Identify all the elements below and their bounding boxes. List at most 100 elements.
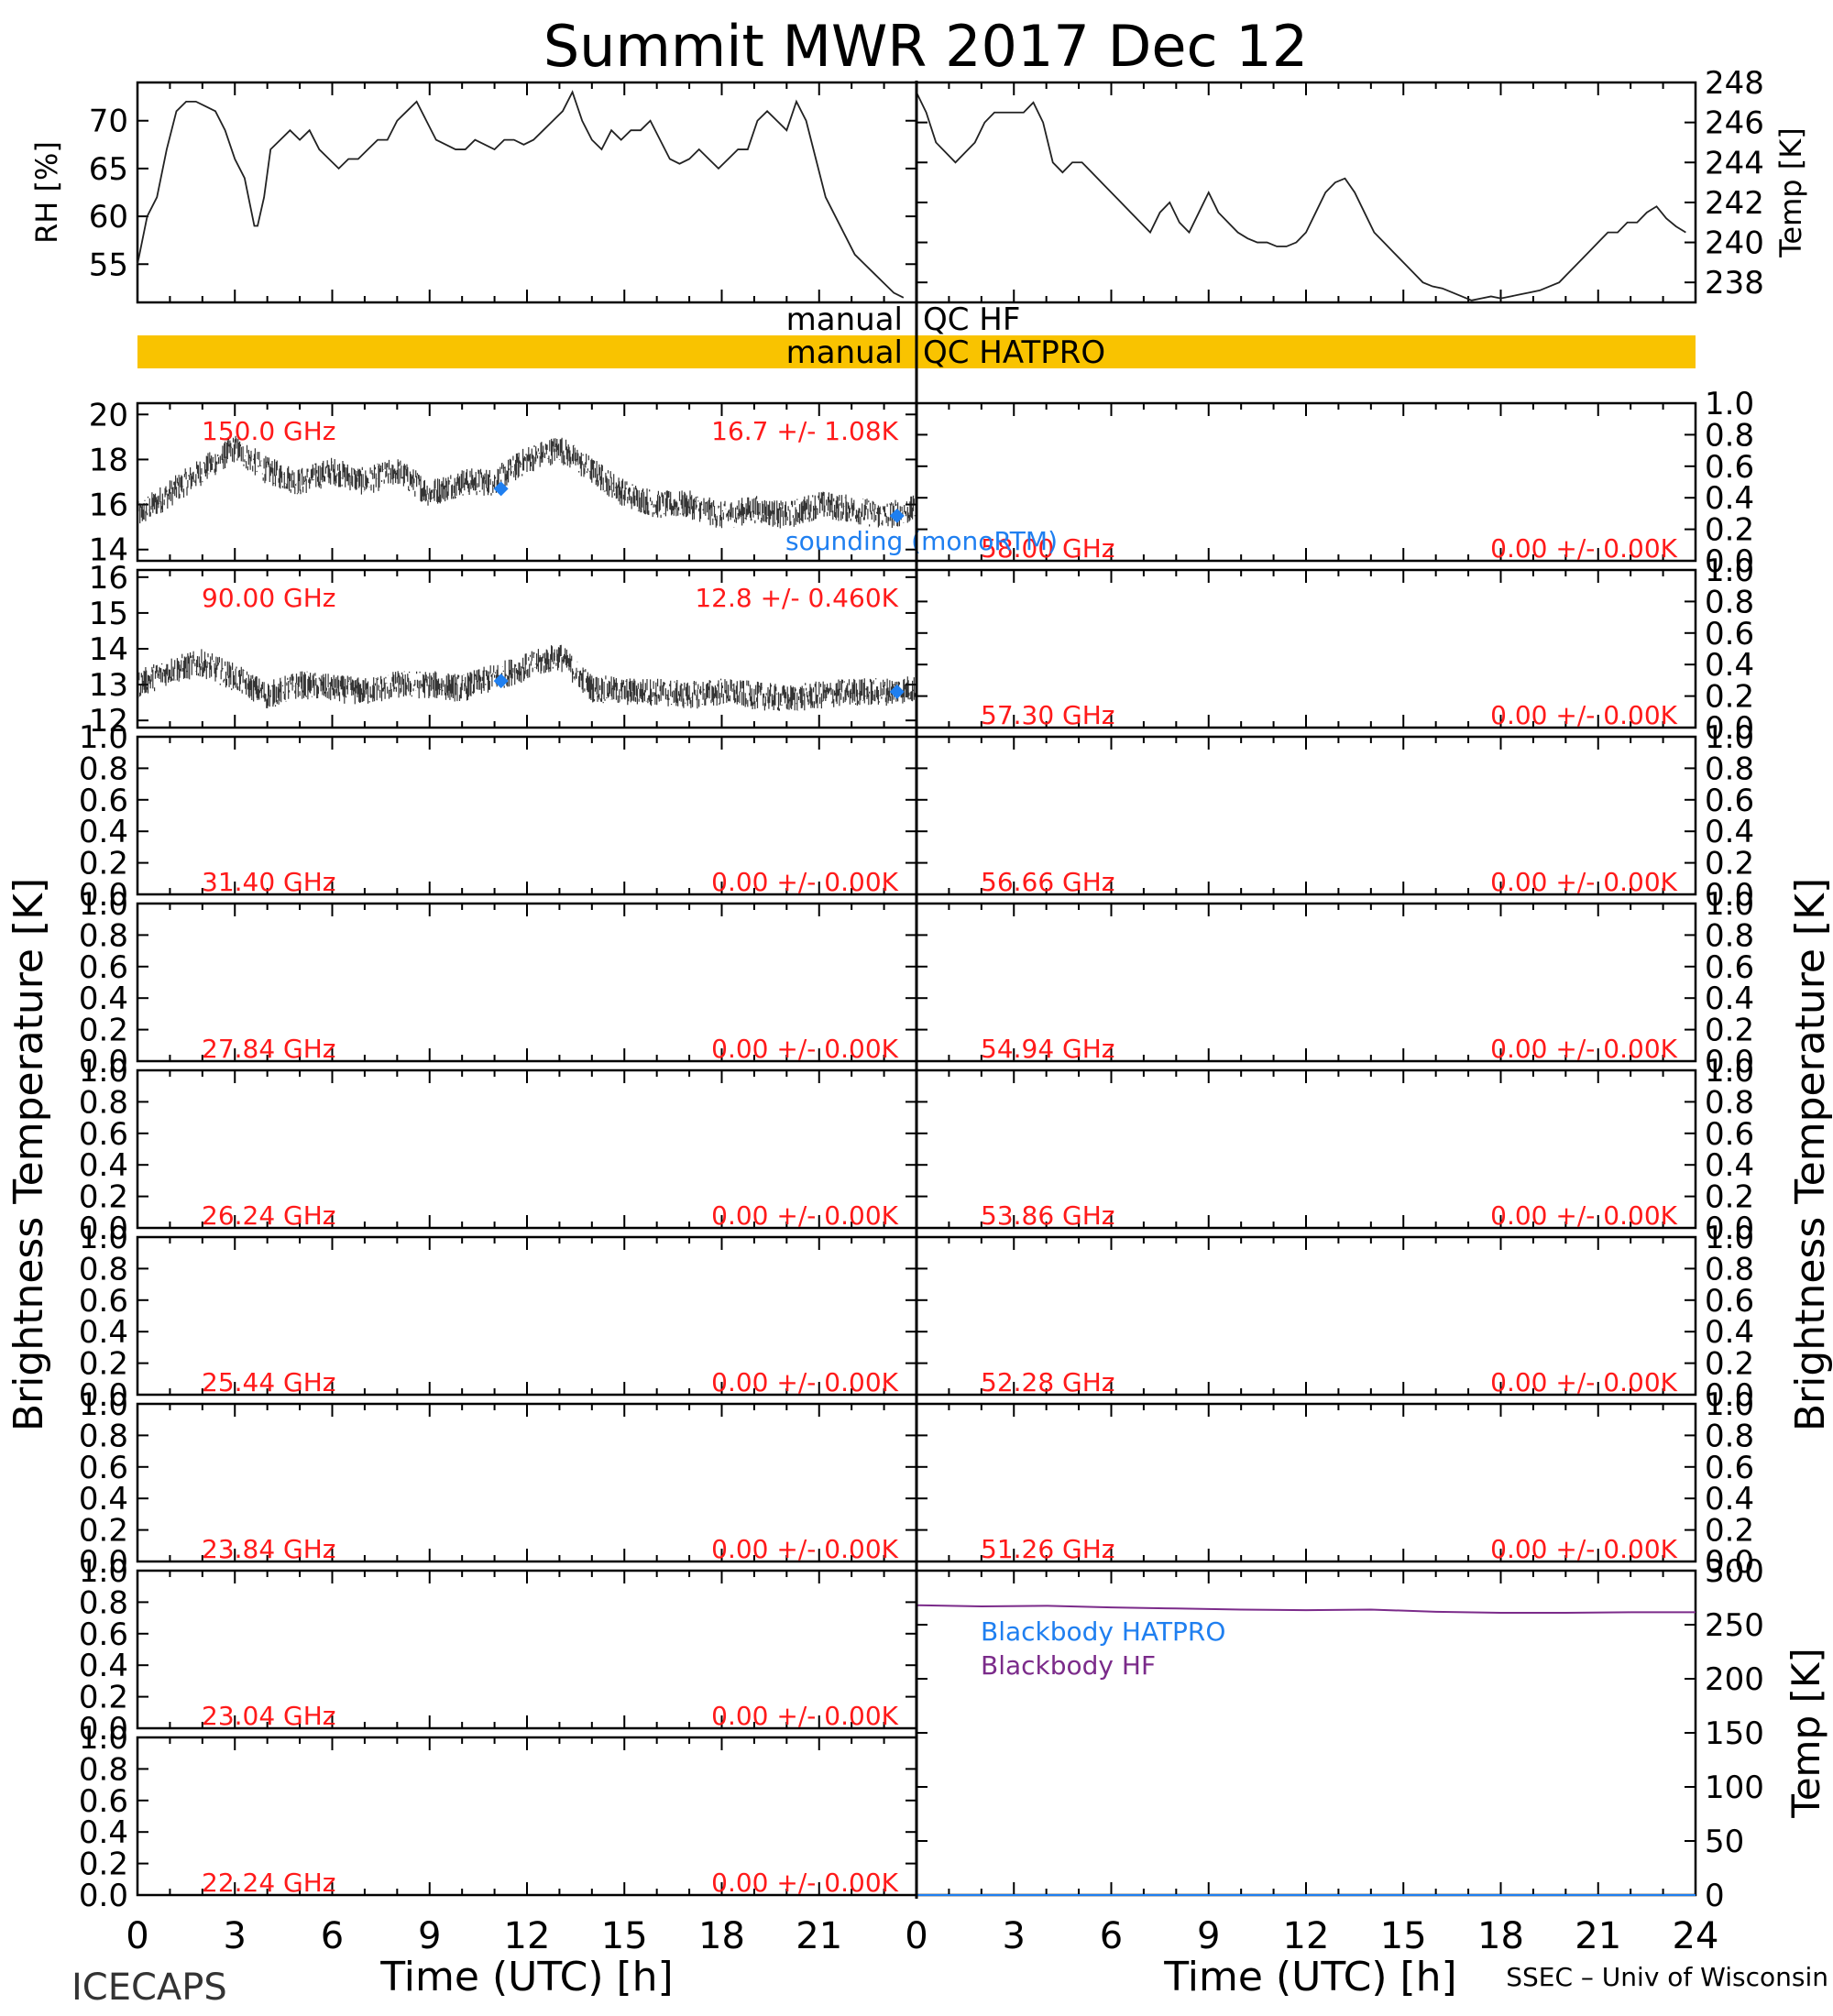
y-tick-label: 0.2 <box>79 1680 128 1716</box>
y-axis-label: Temp [K] <box>1773 127 1808 257</box>
panel-frame <box>915 81 1697 304</box>
channel-stats: 0.00 +/- 0.00K <box>1490 700 1677 730</box>
y-tick-label: 15 <box>89 596 128 632</box>
y-tick-label: 1.0 <box>79 1220 128 1256</box>
y-tick-label: 0.8 <box>1705 417 1754 454</box>
channel-frequency: 150.0 GHz <box>202 416 336 446</box>
y-tick-label: 248 <box>1705 65 1764 102</box>
y-tick-label: 16 <box>89 560 128 597</box>
sounding-point <box>493 481 509 497</box>
panel-ch230: 0.00.20.40.60.81.0 23.04 GHz 0.00 +/- 0.00… <box>79 1553 918 1748</box>
channel-stats: 0.00 +/- 0.00K <box>1490 867 1677 897</box>
channel-stats: 0.00 +/- 0.00K <box>711 1868 898 1898</box>
channel-stats: 0.00 +/- 0.00K <box>711 1034 898 1064</box>
left-side-label: Brightness Temperature [K] <box>5 878 52 1431</box>
x-tick-label-right: 18 <box>1477 1915 1524 1957</box>
y-tick-label: 0.4 <box>1705 1481 1754 1517</box>
y-tick-label: 1.0 <box>1705 886 1754 923</box>
qc-hatpro-label-right: QC HATPRO <box>923 334 1105 371</box>
figure-title: Summit MWR 2017 Dec 12 <box>543 13 1308 80</box>
y-tick-label: 0.0 <box>79 877 128 914</box>
sounding-point <box>493 674 509 689</box>
y-tick-label: 20 <box>89 397 128 433</box>
y-tick-label: 0.2 <box>79 1846 128 1883</box>
x-tick-label-left: 18 <box>698 1915 745 1957</box>
channel-stats: 0.00 +/- 0.00K <box>711 1534 898 1564</box>
panel-ch5228: 0.00.20.40.60.81.0 52.28 GHz 0.00 +/- 0.00… <box>915 1220 1754 1414</box>
right-side-label: Brightness Temperature [K] <box>1787 878 1833 1431</box>
y-tick-label: 1.0 <box>1705 386 1754 422</box>
y-tick-label: 0.4 <box>79 1814 128 1851</box>
y-tick-label: 0.0 <box>79 1211 128 1247</box>
x-tick-label-right: 21 <box>1575 1915 1621 1957</box>
x-tick-label-right: 3 <box>1003 1915 1026 1957</box>
panel-blackbody: 0 50 100 150 200 250 300 Temp [K] Blackbody HATP… <box>915 1553 1828 1914</box>
y-tick-label: 300 <box>1705 1553 1764 1590</box>
channel-stats: 0.00 +/- 0.00K <box>1490 1367 1677 1397</box>
qc-hf-label-right: QC HF <box>923 301 1020 338</box>
y-tick-label: 0.8 <box>1705 584 1754 620</box>
channel-frequency: 58.00 GHz <box>981 533 1115 564</box>
channel-frequency: 23.04 GHz <box>202 1701 336 1731</box>
y-tick-label: 0.0 <box>1705 1211 1754 1247</box>
y-tick-label: 1.0 <box>79 1386 128 1423</box>
channel-frequency: 54.94 GHz <box>981 1034 1115 1064</box>
y-tick-label: 16 <box>89 488 128 524</box>
y-tick-label: 238 <box>1705 265 1764 301</box>
y-tick-label: 0.6 <box>1705 449 1754 486</box>
y-tick-label: 0.4 <box>1705 981 1754 1017</box>
channel-stats: 16.7 +/- 1.08K <box>711 416 898 446</box>
y-tick-label: 0.0 <box>1705 710 1754 747</box>
channel-stats: 0.00 +/- 0.00K <box>1490 1034 1677 1064</box>
y-tick-label: 0.0 <box>1705 1377 1754 1414</box>
channel-frequency: 57.30 GHz <box>981 700 1115 730</box>
channel-frequency: 51.26 GHz <box>981 1534 1115 1564</box>
y-tick-label: 1.0 <box>79 1053 128 1090</box>
y-tick-label: 0.8 <box>1705 1418 1754 1454</box>
y-tick-label: 0.2 <box>79 1513 128 1550</box>
panel-ch25: 0.00.20.40.60.81.0 25.44 GHz 0.00 +/- 0.00… <box>79 1220 918 1414</box>
channel-stats: 0.00 +/- 0.00K <box>1490 1534 1677 1564</box>
y-tick-label: 0 <box>1705 1878 1725 1914</box>
panel-ch5494: 0.00.20.40.60.81.0 54.94 GHz 0.00 +/- 0.00… <box>915 886 1754 1080</box>
panel-ch238: 0.00.20.40.60.81.0 23.84 GHz 0.00 +/- 0.00… <box>79 1386 918 1581</box>
panel-ch5126: 0.00.20.40.60.81.0 51.26 GHz 0.00 +/- 0.00… <box>915 1386 1754 1581</box>
y-tick-label: 0.6 <box>1705 949 1754 986</box>
y-tick-label: 0.8 <box>79 1584 128 1621</box>
y-axis-label: RH [%] <box>29 141 64 244</box>
y-tick-label: 0.4 <box>79 981 128 1017</box>
panel-ch150: 14 16 18 20 150.0 GHz 16.7 +/- 1.08K <box>89 397 918 569</box>
y-tick-label: 0.0 <box>79 1544 128 1581</box>
y-tick-label: 246 <box>1705 105 1764 142</box>
channel-stats: 12.8 +/- 0.460K <box>695 583 898 613</box>
y-tick-label: 0.8 <box>1705 917 1754 954</box>
y-tick-label: 0.4 <box>79 1147 128 1184</box>
y-tick-label: 0.6 <box>1705 1450 1754 1486</box>
footer-left: ICECAPS <box>71 1967 227 2009</box>
y-tick-label: 1.0 <box>79 1553 128 1590</box>
channel-frequency: 90.00 GHz <box>202 583 336 613</box>
y-tick-label: 0.0 <box>79 1711 128 1748</box>
y-tick-label: 0.4 <box>79 1314 128 1351</box>
y-tick-label: 0.4 <box>1705 814 1754 850</box>
y-tick-label: 244 <box>1705 145 1764 181</box>
y-tick-label: 0.2 <box>1705 1513 1754 1550</box>
y-tick-label: 0.6 <box>79 783 128 819</box>
y-tick-label: 18 <box>89 442 128 478</box>
y-tick-label: 0.6 <box>79 1783 128 1820</box>
y-tick-label: 0.2 <box>1705 1013 1754 1049</box>
y-tick-label: 1.0 <box>1705 1220 1754 1256</box>
y-tick-label: 0.6 <box>1705 1116 1754 1153</box>
y-tick-label: 0.8 <box>79 1751 128 1788</box>
y-tick-label: 0.2 <box>79 1179 128 1216</box>
channel-frequency: 56.66 GHz <box>981 867 1115 897</box>
legend-entry: Blackbody HF <box>981 1650 1156 1681</box>
y-tick-label: 0.2 <box>1705 1346 1754 1383</box>
panel-ch58: 0.00.20.40.60.81.0 58.00 GHz 0.00 +/- 0.00… <box>915 386 1754 580</box>
y-tick-label: 0.4 <box>79 814 128 850</box>
y-axis-label: Temp [K] <box>1784 1648 1828 1819</box>
y-tick-label: 0.0 <box>79 1377 128 1414</box>
y-tick-label: 240 <box>1705 225 1764 262</box>
channel-stats: 0.00 +/- 0.00K <box>1490 1200 1677 1231</box>
